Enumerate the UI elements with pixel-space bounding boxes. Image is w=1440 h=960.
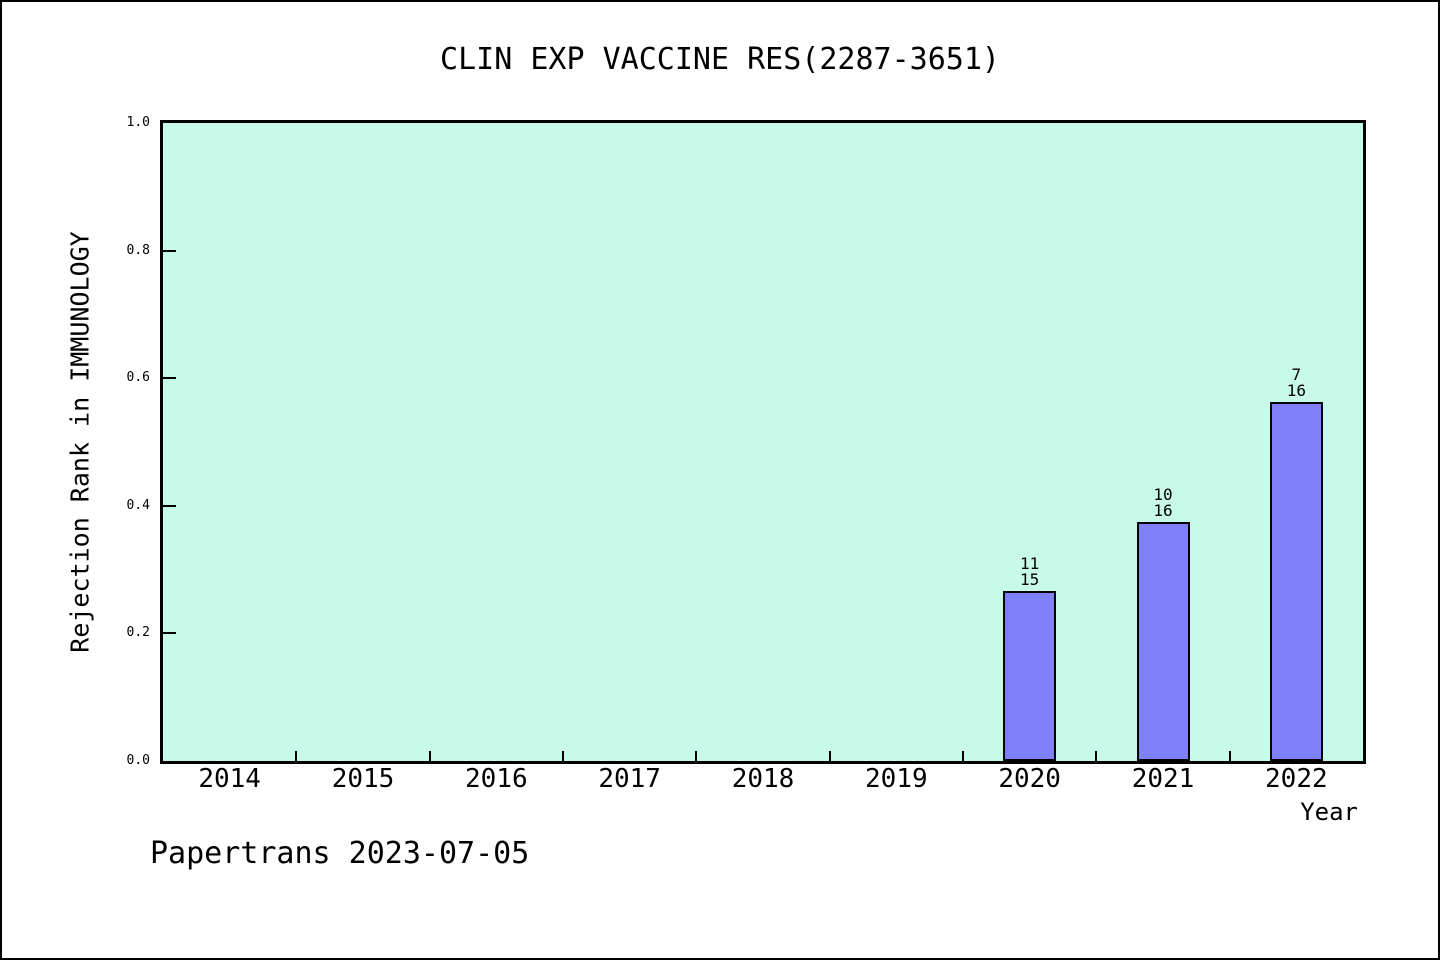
x-tick-mark <box>828 751 831 761</box>
y-tick-mark <box>163 632 176 635</box>
x-tick-mark <box>1095 751 1098 761</box>
y-tick-label: 0.8 <box>126 242 150 258</box>
y-tick-label: 1.0 <box>126 115 150 130</box>
x-tick-label: 2021 <box>1131 764 1195 794</box>
bar-label-numerator: 7 <box>1291 365 1302 384</box>
x-tick-label: 2019 <box>865 764 928 794</box>
bar-label-denominator: 16 <box>1286 381 1306 400</box>
x-tick-mark <box>295 751 298 761</box>
x-tick-mark <box>1228 751 1231 761</box>
bar-label-2022: 7 16 <box>1287 367 1306 399</box>
x-tick-mark <box>962 751 964 761</box>
x-tick-mark <box>695 751 698 761</box>
y-tick-mark <box>163 504 176 507</box>
y-tick-mark <box>163 377 176 380</box>
bar-label-denominator: 15 <box>1020 570 1040 589</box>
y-tick-label: 0.2 <box>126 625 150 641</box>
x-axis-title: Year <box>1300 798 1358 826</box>
bar-label-2021: 10 16 <box>1153 487 1172 519</box>
y-tick-label: 0.0 <box>126 753 150 768</box>
bar-label-denominator: 16 <box>1153 501 1173 520</box>
bar-label-numerator: 10 <box>1153 485 1173 504</box>
x-tick-label: 2015 <box>331 764 395 794</box>
y-axis-title: Rejection Rank in IMMUNOLOGY <box>65 231 95 653</box>
y-tick-label: 0.4 <box>126 497 150 513</box>
bar-2021 <box>1136 522 1190 761</box>
bar-2020 <box>1003 591 1057 761</box>
bar-2022 <box>1269 402 1323 761</box>
chart-title: CLIN EXP VACCINE RES(2287-3651) <box>440 42 1000 77</box>
x-tick-label: 2016 <box>465 764 528 794</box>
watermark-text: Papertrans 2023-07-05 <box>150 836 530 871</box>
x-tick-mark <box>562 751 564 761</box>
x-tick-mark <box>428 751 431 761</box>
x-tick-label: 2018 <box>731 764 795 794</box>
bar-label-2020: 11 15 <box>1020 556 1039 588</box>
plot-area: 11 15 10 16 7 16 <box>160 120 1366 764</box>
x-tick-label: 2020 <box>998 764 1061 794</box>
x-tick-label: 2022 <box>1265 764 1328 794</box>
bar-label-numerator: 11 <box>1020 554 1040 573</box>
y-tick-label: 0.6 <box>126 370 150 386</box>
x-tick-label: 2017 <box>598 764 661 794</box>
y-tick-mark <box>163 249 176 252</box>
x-tick-label: 2014 <box>198 764 261 794</box>
